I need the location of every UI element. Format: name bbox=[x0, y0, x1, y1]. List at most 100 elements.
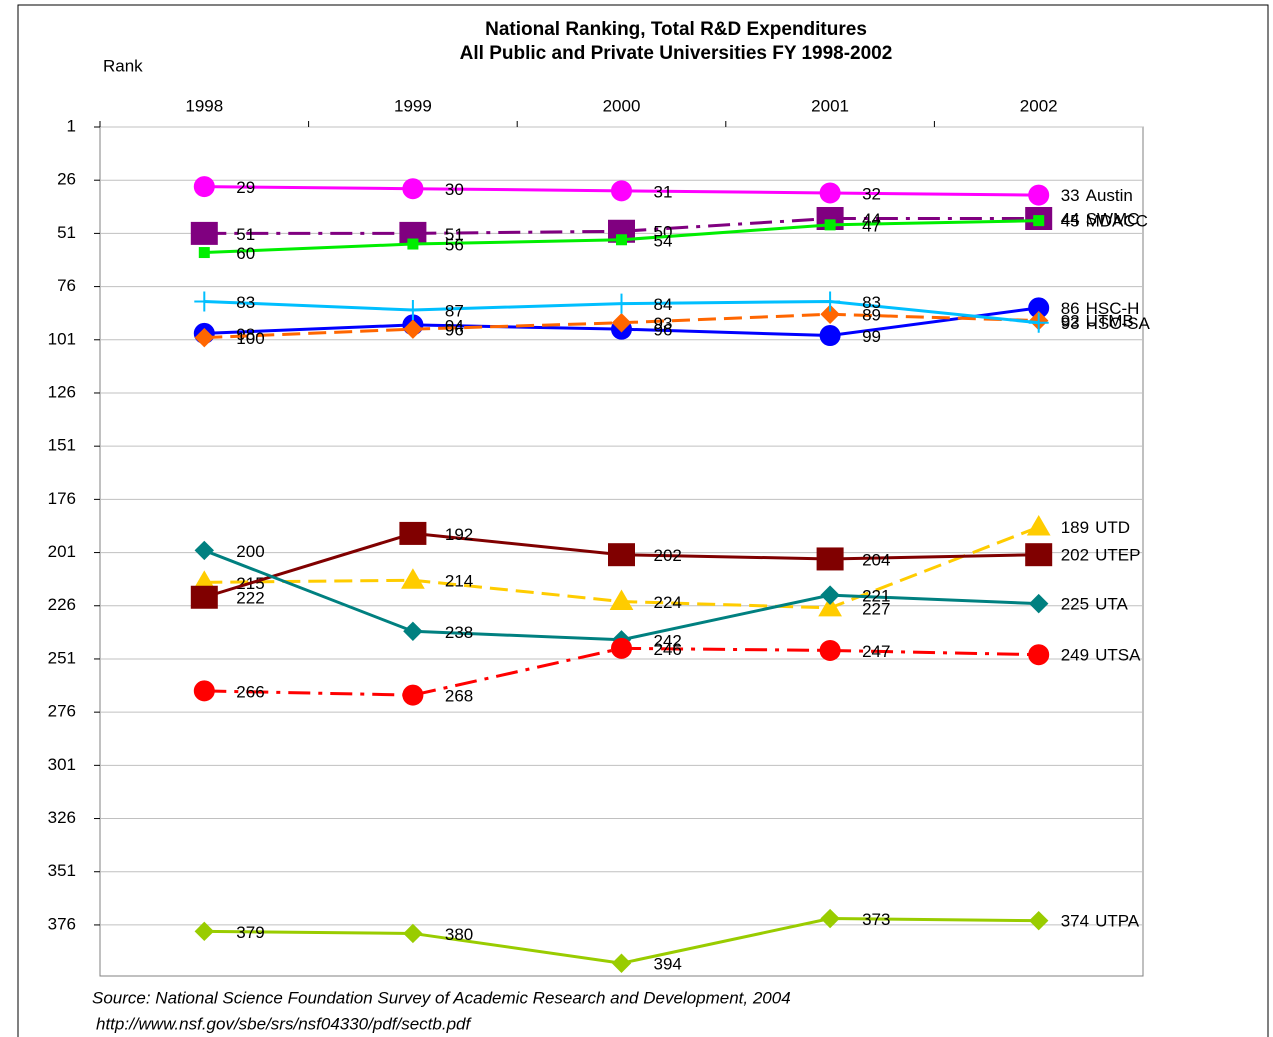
y-tick-label: 326 bbox=[48, 808, 76, 827]
marker bbox=[1033, 215, 1045, 227]
end-label: 374 UTPA bbox=[1061, 912, 1140, 931]
y-tick-label: 376 bbox=[48, 914, 76, 933]
marker bbox=[819, 182, 841, 204]
data-label: 47 bbox=[862, 216, 881, 235]
data-label: 202 bbox=[1061, 546, 1089, 565]
marker bbox=[1028, 312, 1049, 333]
series-name: MDACC bbox=[1086, 212, 1148, 231]
end-label: 189 UTD bbox=[1061, 519, 1130, 538]
x-tick-label: 2000 bbox=[603, 96, 641, 115]
end-label: 93 HSC-SA bbox=[1061, 314, 1151, 333]
marker bbox=[820, 908, 840, 929]
marker bbox=[616, 234, 627, 246]
marker bbox=[403, 923, 423, 944]
x-tick-label: 2001 bbox=[811, 96, 849, 115]
data-label: 56 bbox=[445, 236, 464, 255]
data-label: 51 bbox=[236, 225, 255, 244]
y-tick-label: 1 bbox=[67, 116, 76, 135]
data-label: 242 bbox=[654, 631, 682, 650]
y-tick-label: 226 bbox=[48, 595, 76, 614]
marker bbox=[1028, 593, 1049, 614]
marker bbox=[1025, 543, 1053, 567]
y-tick-label: 126 bbox=[48, 382, 76, 401]
data-label: 268 bbox=[445, 687, 473, 706]
marker bbox=[1028, 644, 1050, 666]
marker bbox=[402, 178, 424, 200]
series-name: UTSA bbox=[1095, 646, 1141, 665]
data-label: 374 bbox=[1061, 912, 1089, 931]
data-label: 189 bbox=[1061, 519, 1089, 538]
data-label: 44 bbox=[1061, 210, 1080, 229]
y-tick-label: 301 bbox=[48, 755, 76, 774]
data-label: 30 bbox=[445, 180, 464, 199]
marker bbox=[816, 547, 844, 571]
y-tick-label: 101 bbox=[48, 329, 76, 348]
marker bbox=[194, 327, 215, 348]
series-name: UTD bbox=[1095, 519, 1130, 538]
data-label: 31 bbox=[654, 182, 673, 201]
marker bbox=[402, 299, 423, 320]
end-label: 225 UTA bbox=[1061, 595, 1129, 614]
series-name: UTMB bbox=[1086, 312, 1134, 331]
data-label: 238 bbox=[445, 623, 473, 642]
data-label: 84 bbox=[654, 295, 673, 314]
series-name: Austin bbox=[1086, 187, 1133, 206]
data-label: 249 bbox=[1061, 646, 1089, 665]
marker bbox=[608, 543, 635, 567]
marker bbox=[820, 585, 840, 605]
marker bbox=[1028, 184, 1050, 206]
marker bbox=[611, 313, 632, 333]
data-label: 266 bbox=[236, 682, 264, 701]
end-label: 249 UTSA bbox=[1061, 646, 1141, 665]
data-label: 87 bbox=[445, 301, 464, 320]
series-name: UTEP bbox=[1095, 546, 1140, 565]
data-label: 214 bbox=[445, 572, 473, 591]
marker bbox=[198, 247, 210, 259]
series-name: UTPA bbox=[1095, 912, 1140, 931]
marker bbox=[819, 639, 841, 661]
marker bbox=[611, 953, 632, 973]
data-label: 380 bbox=[445, 925, 473, 944]
marker bbox=[194, 921, 215, 942]
data-label: 379 bbox=[236, 923, 264, 942]
end-label: 45 MDACC bbox=[1061, 212, 1148, 231]
data-label: 94 bbox=[445, 316, 464, 335]
data-label: 224 bbox=[654, 593, 682, 612]
data-label: 96 bbox=[445, 321, 464, 340]
data-label: 246 bbox=[654, 640, 682, 659]
marker bbox=[820, 304, 840, 324]
y-tick-label: 176 bbox=[48, 489, 76, 508]
marker bbox=[402, 684, 424, 706]
marker bbox=[824, 219, 836, 231]
data-label: 51 bbox=[445, 225, 464, 244]
chart-title: National Ranking, Total R&D Expenditures bbox=[485, 19, 867, 40]
marker bbox=[611, 637, 632, 659]
data-label: 60 bbox=[236, 244, 255, 263]
data-label: 83 bbox=[862, 293, 881, 312]
marker bbox=[194, 540, 215, 561]
data-label: 200 bbox=[236, 542, 264, 561]
end-label: 86 HSC-H bbox=[1061, 299, 1140, 318]
marker bbox=[609, 589, 634, 611]
marker bbox=[399, 521, 427, 545]
end-label: 33 Austin bbox=[1061, 187, 1133, 206]
series-name: UTA bbox=[1095, 595, 1128, 614]
data-label: 221 bbox=[862, 587, 890, 606]
end-label: 202 UTEP bbox=[1061, 546, 1141, 565]
source-url: http://www.nsf.gov/sbe/srs/nsf04330/pdf/… bbox=[96, 1014, 472, 1033]
y-axis-label: Rank bbox=[103, 56, 143, 75]
marker bbox=[407, 238, 419, 250]
data-label: 29 bbox=[236, 178, 255, 197]
data-label: 222 bbox=[236, 589, 264, 608]
data-label: 373 bbox=[862, 910, 890, 929]
data-label: 45 bbox=[1061, 212, 1080, 231]
data-label: 225 bbox=[1061, 595, 1089, 614]
y-tick-label: 201 bbox=[48, 542, 76, 561]
data-label: 96 bbox=[654, 321, 673, 340]
data-label: 89 bbox=[862, 306, 881, 325]
series-name: SWMC bbox=[1086, 210, 1140, 229]
data-label: 247 bbox=[862, 642, 890, 661]
y-tick-label: 276 bbox=[48, 702, 76, 721]
series-name: HSC-SA bbox=[1086, 314, 1151, 333]
